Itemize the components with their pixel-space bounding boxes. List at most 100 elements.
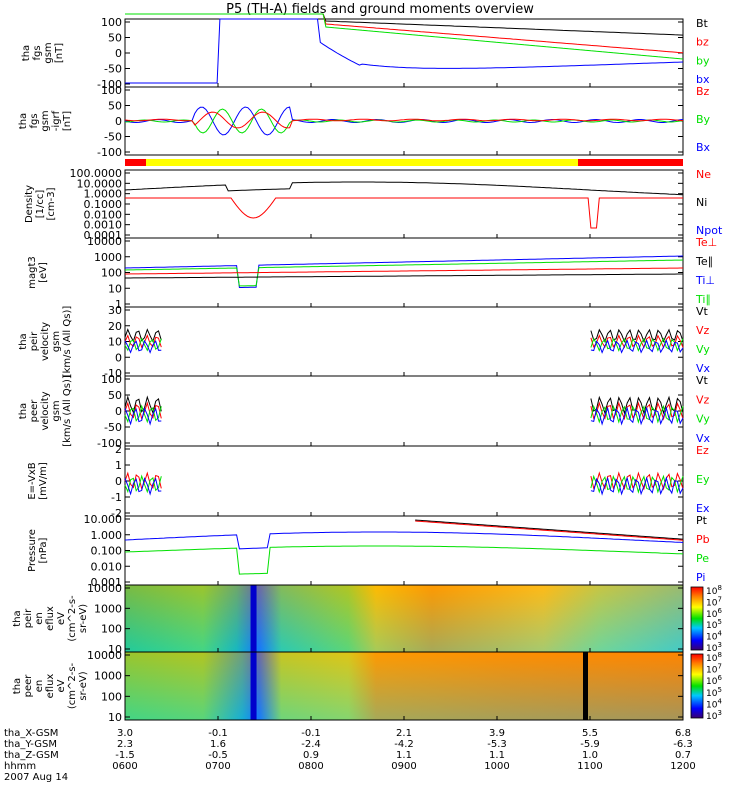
trace-pt [415, 519, 684, 540]
y-axis-label: velocity [40, 322, 51, 361]
trace-bz [125, 13, 684, 54]
y-tick-label: 1 [115, 298, 122, 311]
panel-8: 10.000 1.000 0.100 0.010 0.001 Pressure [nPa] P… [27, 513, 710, 589]
legend-bt: Bt [696, 17, 709, 30]
footer-value: -2.4 [301, 739, 321, 750]
legend-ez: Ez [696, 444, 709, 457]
colorbar-label: 106 [706, 607, 722, 620]
footer-value: -4.2 [394, 739, 414, 750]
y-tick-label: 100.0000 [70, 167, 123, 180]
footer-value: 0.7 [675, 750, 691, 761]
y-tick-label: 0 [115, 475, 122, 488]
y-tick-label: 0 [115, 115, 122, 128]
y-tick-label: 0.0010 [84, 219, 123, 232]
footer-value: 3.0 [117, 728, 133, 739]
footer-value: 5.5 [582, 728, 598, 739]
legend-te∥: Te∥ [695, 255, 713, 268]
trace-ni [124, 181, 684, 196]
y-tick-label: 100 [101, 16, 122, 29]
footer-value: 1200 [670, 761, 695, 772]
y-axis-label: eflux [45, 674, 56, 699]
y-axis-label: [nPa] [38, 537, 49, 563]
trace-te-par [125, 273, 683, 279]
legend-ti∥: Ti∥ [695, 293, 711, 306]
y-tick-label: -2 [111, 507, 122, 520]
footer-value: 0800 [298, 761, 323, 772]
legend-ti⊥: Ti⊥ [695, 274, 715, 287]
y-axis-label: tha [21, 45, 32, 61]
trace-green-0 [124, 337, 162, 352]
legend-bz: bz [696, 36, 709, 49]
y-tick-label: 0 [115, 47, 122, 60]
panel-6: 100 50 0 -50 -100 tha peer velocity gsm [km/s (Al… [18, 373, 711, 450]
y-tick-label: -50 [104, 131, 122, 144]
colorbar-label: 103 [706, 641, 722, 654]
colorbar-label: 103 [706, 709, 722, 722]
footer-value: 3.9 [489, 728, 505, 739]
colorbar-label: 107 [706, 595, 722, 608]
trace-ti-perp [124, 255, 684, 288]
colorbar [690, 586, 704, 651]
y-axis-label: gsm [51, 400, 62, 421]
legend-pe: Pe [696, 552, 709, 565]
y-axis-label: Pressure [27, 529, 38, 572]
legend-pi: Pi [696, 571, 705, 584]
footer-value: 6.8 [675, 728, 691, 739]
legend-pb: Pb [696, 533, 710, 546]
y-axis-label: velocity [40, 391, 51, 430]
legend-vx: Vx [696, 362, 711, 375]
y-tick-label: 100 [101, 84, 122, 97]
y-tick-label: 10 [108, 282, 122, 295]
panel-5: 30 20 10 0 -10 tha peir velocity gsm [km/s (All Q… [18, 304, 711, 380]
y-axis-label: [1/cc] [35, 190, 46, 219]
footer-row-label: tha_Z-GSM [4, 750, 59, 761]
y-tick-label: 10.0000 [77, 177, 123, 190]
y-axis-label: en [34, 612, 45, 625]
y-axis-label: [cm-3] [46, 187, 57, 220]
legend-te⊥: Te⊥ [695, 236, 717, 249]
trace-black-1 [590, 395, 684, 415]
trace-blue-0 [124, 339, 162, 354]
y-axis-label: gsm [40, 110, 51, 131]
y-tick-label: 0.010 [91, 560, 123, 573]
panel-frame [124, 169, 684, 239]
mode-bar-red-start [125, 159, 146, 166]
footer-value: 0900 [391, 761, 416, 772]
legend-ex: Ex [696, 502, 710, 515]
y-axis-label: [mV/m] [38, 462, 49, 500]
y-tick-label: -100 [97, 437, 122, 450]
legend-vt: Vt [696, 374, 709, 387]
y-axis-label: [km/s (All Qs)] [62, 306, 73, 378]
y-tick-label: 1000 [94, 251, 122, 264]
y-tick-label: -1 [111, 491, 122, 504]
trace-green-0 [124, 474, 162, 494]
y-axis-label: E=-VxB [27, 462, 38, 499]
legend-vz: Vz [696, 324, 710, 337]
legend-vy: Vy [696, 413, 710, 426]
panel-frame [124, 445, 684, 517]
footer-value: -5.3 [487, 739, 507, 750]
panel-1: 100 50 0 -50 -100 tha fgs gsm [nT] Bt bz by bx [21, 13, 710, 91]
y-tick-label: 10000 [87, 582, 122, 595]
colorbar-label: 104 [706, 697, 722, 710]
y-tick-label: 20 [108, 320, 122, 333]
mode-bar [125, 159, 683, 166]
y-axis-label: [km/s (All Qs)] [62, 375, 73, 447]
colorbar-label: 106 [706, 674, 722, 687]
spectrogram-shading [125, 652, 683, 720]
panel-frame [124, 237, 684, 308]
y-axis-label: sr-eV) [78, 671, 89, 700]
y-axis-label: peer [29, 399, 40, 423]
y-tick-label: 10.000 [84, 513, 123, 526]
trace-green-1 [590, 404, 684, 424]
y-axis-label: peir [23, 608, 34, 628]
y-tick-label: 0 [115, 405, 122, 418]
y-tick-label: 1000 [94, 670, 122, 683]
trace-green-1 [590, 474, 684, 494]
footer-value: -1.5 [115, 750, 135, 761]
y-axis-label: (cm^2-s- [67, 662, 78, 709]
y-axis-label: (cm^2-s- [67, 595, 78, 642]
legend-bx: Bx [696, 141, 711, 154]
spectrogram-gap [250, 585, 257, 652]
